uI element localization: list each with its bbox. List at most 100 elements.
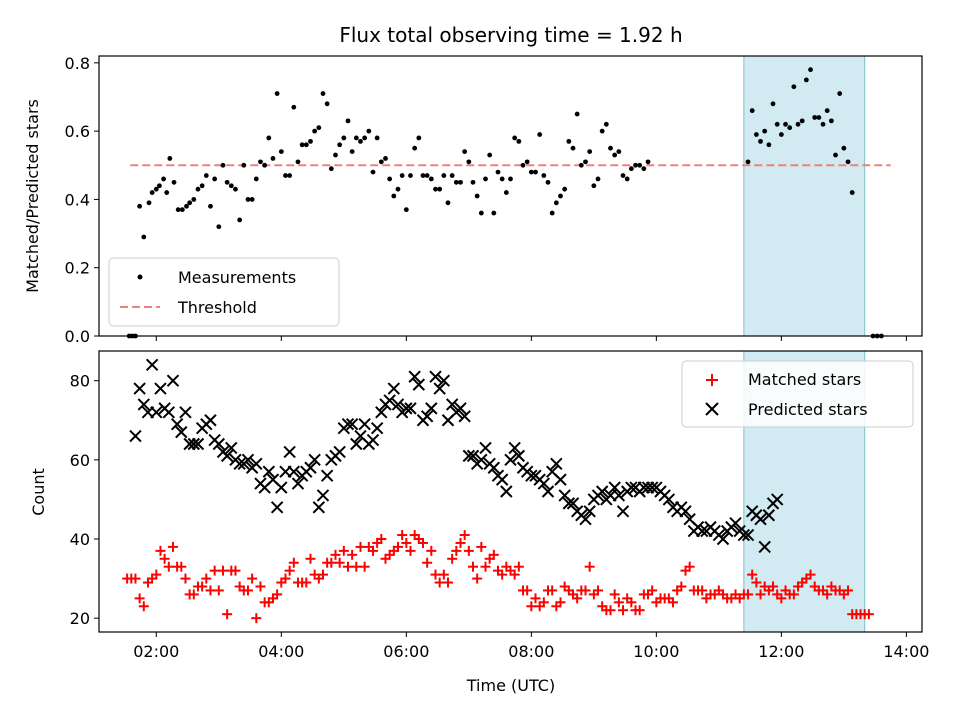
x-b — [433, 382, 446, 395]
data-point — [595, 176, 601, 182]
data-point — [478, 210, 484, 216]
data-point — [316, 125, 322, 131]
data-point — [191, 197, 197, 202]
data-point — [275, 481, 288, 494]
data-point — [605, 605, 616, 616]
data-point — [338, 545, 349, 556]
data-point — [180, 573, 191, 584]
data-point — [749, 108, 755, 114]
data-point — [272, 589, 283, 600]
data-point — [491, 210, 497, 216]
data-point — [397, 530, 408, 541]
data-point — [458, 410, 471, 423]
x-b — [705, 402, 719, 416]
data-point — [754, 512, 767, 526]
x-b — [225, 441, 238, 455]
data-point — [433, 382, 446, 395]
data-point — [472, 573, 483, 584]
data-point — [251, 613, 262, 624]
data-point — [747, 569, 758, 580]
x-b — [187, 437, 201, 451]
x-b — [679, 505, 692, 518]
data-point — [278, 149, 284, 155]
data-point — [762, 509, 776, 522]
data-point — [303, 142, 309, 148]
x-b — [770, 493, 784, 506]
x-b — [454, 402, 467, 415]
data-point — [603, 121, 609, 127]
data-point — [520, 162, 526, 168]
data-point — [242, 585, 253, 596]
x-tick-label: 08:00 — [508, 642, 554, 661]
data-point — [245, 197, 251, 202]
data-point — [697, 585, 708, 596]
data-point — [637, 162, 643, 168]
data-point — [387, 382, 401, 395]
data-point — [154, 382, 167, 395]
data-point — [376, 533, 387, 544]
data-point — [454, 402, 467, 415]
data-point — [137, 203, 143, 209]
data-point — [684, 561, 695, 572]
x-tick-label: 14:00 — [883, 642, 929, 661]
x-b — [345, 418, 359, 431]
x-b — [204, 414, 217, 427]
data-point — [538, 597, 549, 608]
data-point — [370, 421, 384, 435]
data-point — [845, 159, 851, 165]
data-point — [330, 549, 341, 560]
data-point — [270, 501, 284, 514]
data-point — [149, 190, 155, 195]
top-legend: Measurements Threshold — [108, 257, 340, 327]
data-point — [262, 162, 268, 168]
data-point — [613, 597, 624, 608]
data-point — [428, 176, 434, 182]
data-point — [137, 398, 151, 411]
data-point — [400, 402, 413, 415]
data-point — [291, 477, 305, 490]
data-point — [387, 176, 393, 182]
data-point — [768, 581, 779, 592]
data-point — [541, 485, 555, 498]
data-point — [753, 132, 759, 137]
data-point — [503, 190, 509, 195]
x-b — [595, 485, 609, 498]
data-point — [645, 159, 651, 165]
highlight-span — [743, 55, 866, 337]
data-point — [537, 132, 543, 137]
x-b — [166, 374, 180, 387]
x-b — [487, 461, 501, 474]
data-point — [250, 457, 263, 471]
data-point — [426, 545, 437, 556]
data-point — [375, 406, 388, 419]
data-point — [213, 585, 224, 596]
y-tick-label: 80 — [70, 372, 90, 391]
data-point — [462, 149, 468, 155]
data-point — [467, 561, 478, 572]
bottom-legend: Matched stars Predicted stars — [681, 360, 914, 428]
x-b — [608, 481, 621, 494]
x-b — [508, 441, 521, 455]
data-point — [155, 545, 166, 556]
data-point — [253, 176, 259, 182]
x-b — [391, 398, 405, 411]
x-b — [291, 477, 305, 490]
data-point — [345, 418, 359, 431]
data-point — [412, 378, 426, 391]
data-point — [770, 101, 776, 107]
data-point — [130, 573, 141, 584]
data-point — [509, 569, 520, 580]
data-point — [230, 565, 241, 576]
data-point — [508, 176, 513, 182]
data-point — [326, 557, 337, 568]
top-y-axis-label: Matched/Predicted stars — [23, 99, 42, 293]
y-tick-label: 0.2 — [65, 259, 90, 278]
legend-marker-predicted — [705, 402, 719, 416]
data-point — [424, 173, 430, 178]
x-b — [400, 402, 413, 415]
data-point — [574, 111, 580, 117]
data-point — [167, 156, 173, 161]
data-point — [791, 84, 797, 90]
data-point — [587, 149, 593, 155]
x-b — [537, 477, 551, 490]
